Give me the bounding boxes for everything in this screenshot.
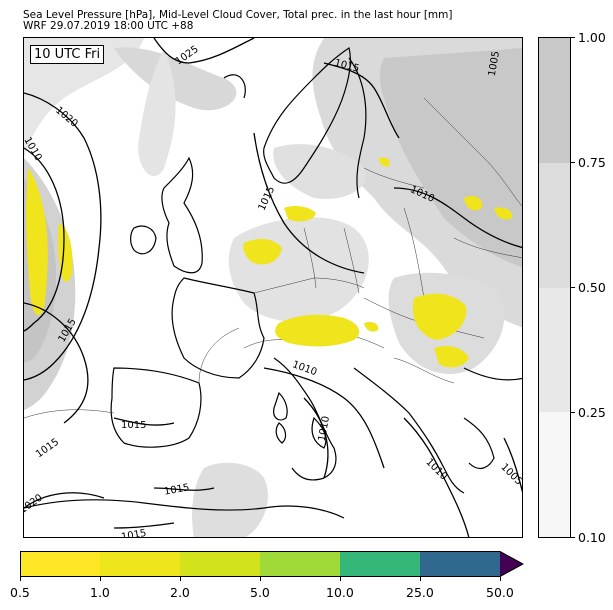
precip-colorbar-outline <box>20 551 524 577</box>
isobar-label: 1015 <box>257 185 278 213</box>
precip-extend-arrow <box>500 551 523 577</box>
precip-band <box>100 551 180 577</box>
cloud-tick-label: 1.00 <box>578 30 606 45</box>
cloud-tick <box>571 162 575 163</box>
isobar-label: 1020 <box>53 105 80 130</box>
map-canvas: 1025 1020 1010 1015 1015 1005 1015 1010 … <box>24 38 523 538</box>
isobar-label: 1010 <box>24 135 44 163</box>
time-label: 10 UTC Fri <box>30 45 105 64</box>
precip-band <box>260 551 340 577</box>
isobar-label: 1015 <box>121 420 146 431</box>
weather-map: 1025 1020 1010 1015 1015 1005 1015 1010 … <box>23 37 523 538</box>
isobar-label: 1005 <box>498 462 523 488</box>
precip-tick-label: 5.0 <box>250 585 270 600</box>
cloud-tick-label: 0.75 <box>578 155 606 170</box>
cloud-tick-label: 0.10 <box>578 530 606 545</box>
cloud-tick <box>571 537 575 538</box>
precip-tick <box>340 577 341 581</box>
cloud-tick <box>571 412 575 413</box>
chart-title: Sea Level Pressure [hPa], Mid-Level Clou… <box>23 9 453 21</box>
precip-colorbar <box>20 551 524 577</box>
chart-subtitle: WRF 29.07.2019 18:00 UTC +88 <box>23 20 194 32</box>
cloud-band <box>539 287 570 413</box>
cloud-tick-label: 0.25 <box>578 405 606 420</box>
isobars <box>24 38 522 537</box>
cloud-cover-layer <box>24 38 522 537</box>
isobar-label: 1010 <box>423 457 449 483</box>
precip-band <box>340 551 420 577</box>
cloud-tick <box>571 287 575 288</box>
precip-band <box>420 551 500 577</box>
cloud-tick-label: 0.50 <box>578 280 606 295</box>
precip-tick <box>260 577 261 581</box>
precip-band <box>20 551 100 577</box>
isobar-label: 1015 <box>163 482 190 497</box>
cloud-band <box>539 412 570 537</box>
cloud-tick <box>571 37 575 38</box>
isobar-label: 1005 <box>487 50 502 77</box>
precip-tick <box>500 577 501 581</box>
precip-tick <box>420 577 421 581</box>
isobar-label: 1015 <box>120 528 147 538</box>
coastlines <box>24 47 522 519</box>
precip-tick-label: 10.0 <box>326 585 354 600</box>
precip-tick-label: 1.0 <box>90 585 110 600</box>
precip-tick <box>100 577 101 581</box>
precip-tick-label: 50.0 <box>486 585 514 600</box>
precip-tick-label: 2.0 <box>170 585 190 600</box>
isobar-label: 1010 <box>317 415 332 442</box>
precip-tick <box>180 577 181 581</box>
precip-tick <box>20 577 21 581</box>
precip-tick-label: 25.0 <box>406 585 434 600</box>
precip-tick-label: 0.5 <box>10 585 30 600</box>
cloud-band <box>539 162 570 288</box>
precipitation-layer <box>26 157 513 368</box>
precip-band <box>180 551 260 577</box>
isobar-label: 1015 <box>34 437 61 461</box>
cloud-cover-colorbar <box>538 37 571 538</box>
cloud-band <box>539 38 570 163</box>
country-borders <box>24 97 522 419</box>
